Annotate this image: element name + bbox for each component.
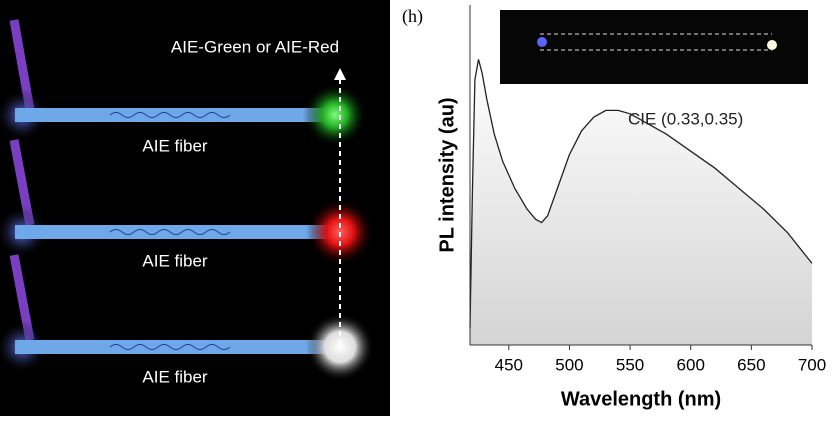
wave	[109, 229, 231, 235]
fiber	[15, 340, 345, 354]
x-axis-label: Wavelength (nm)	[561, 388, 721, 410]
inset-white-spot	[767, 40, 777, 50]
spectrum-line	[469, 59, 813, 329]
y-axis-label: PL intensity (au)	[436, 97, 458, 252]
chart: (h) PL intensity (au) Wavelength (nm) 45…	[402, 5, 826, 410]
panel-label: (h)	[402, 6, 423, 27]
wave	[109, 112, 231, 118]
x-tick-label: 450	[495, 355, 523, 374]
white-glow	[306, 313, 374, 381]
inset-photo	[500, 10, 808, 84]
x-tick-label: 650	[737, 355, 765, 374]
wave	[109, 344, 231, 350]
x-tick-label: 500	[555, 355, 583, 374]
fibers	[0, 19, 374, 381]
left-panel: AIE-Green or AIE-Red AIE fiber AIE fiber…	[0, 0, 390, 416]
arrow-head	[334, 68, 346, 80]
x-tick-label: 700	[798, 355, 826, 374]
fiber-label: AIE fiber	[142, 367, 208, 386]
annotation: CIE (0.33,0.35)	[628, 109, 743, 128]
x-tick-label: 600	[677, 355, 705, 374]
fiber-label: AIE fiber	[142, 251, 208, 270]
inset-blue-spot	[537, 37, 547, 47]
area-fill	[470, 59, 812, 346]
fiber	[15, 108, 345, 122]
x-tick-label: 550	[616, 355, 644, 374]
green-glow	[303, 83, 367, 147]
fiber	[15, 225, 345, 239]
fiber-label: AIE fiber	[142, 136, 208, 155]
arrow-label: AIE-Green or AIE-Red	[171, 37, 339, 56]
